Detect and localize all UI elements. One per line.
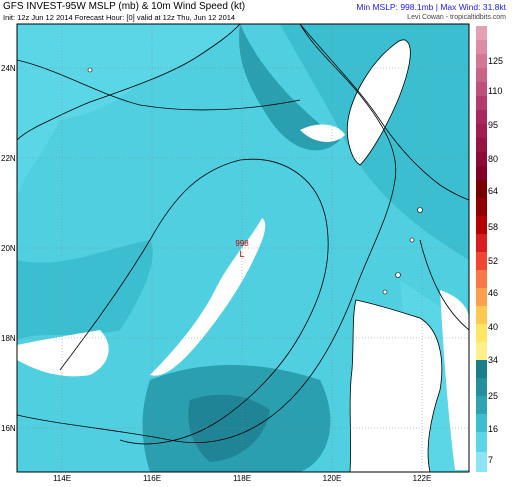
lat-label: 22N [1,154,16,163]
colorbar-label: 110 [488,86,503,96]
colorbar-segment [476,96,487,110]
wind-colorbar: 125 110 95 80 64 58 52 46 40 34 25 16 7 [476,26,512,472]
lat-label: 20N [1,244,16,253]
colorbar-segment [476,124,487,138]
colorbar-segment [476,180,487,198]
lon-label: 122E [412,474,432,483]
colorbar-segment [476,360,487,378]
colorbar-segment [476,270,487,288]
credit-line: Levi Cowan - tropicaltidbits.com [407,14,506,21]
isobar-line [59,158,329,445]
colorbar-segment [476,342,487,360]
lat-label: 18N [1,334,16,343]
calm-zone-east [440,290,469,470]
land-mainland [17,24,241,141]
isobar-line [299,24,469,201]
colorbar-label: 52 [488,256,499,266]
land-luzon [349,299,443,472]
colorbar-segment [476,234,487,252]
colorbar-segment [476,414,487,432]
colorbar-segment [476,152,487,166]
colorbar-segment [476,54,487,68]
colorbar-segment [476,378,487,396]
isobar-line [17,59,301,111]
isobar-line [17,24,397,443]
colorbar-segment [476,166,487,180]
colorbar-label: 40 [488,322,499,332]
colorbar-label: 25 [488,391,499,401]
colorbar-label: 80 [488,154,499,164]
lon-label: 120E [322,474,342,483]
colorbar-segment [476,452,487,472]
colorbar-segment [476,138,487,152]
lon-label: 118E [232,474,252,483]
wind-band-dark-west [17,240,153,340]
colorbar-segment [476,26,487,40]
colorbar-segment [476,216,487,234]
calm-zone-center [150,218,266,376]
calm-zone-strait [300,124,345,142]
colorbar-label: 16 [488,424,499,434]
island [395,272,401,278]
wind-band-south-dark [188,394,270,462]
colorbar-segment [476,432,487,452]
colorbar-segment [476,198,487,216]
colorbar-segment [476,324,487,342]
colorbar-label: 46 [488,288,499,298]
min-max-stats: Min MSLP: 998.1mb | Max Wind: 31.8kt [356,2,506,12]
colorbar-segment [476,40,487,54]
graticule [17,24,469,472]
colorbar-segment [476,396,487,414]
calm-zone-west [17,330,109,377]
center-pressure-label: 998 [235,239,249,248]
colorbar-label: 95 [488,120,499,130]
island [87,67,93,73]
colorbar-segment [476,110,487,124]
colorbar-label: 58 [488,222,499,232]
island [409,237,415,243]
colorbar-label: 125 [488,56,504,66]
colorbar-segment [476,288,487,306]
lon-label: 114E [52,474,72,483]
colorbar-segment [476,306,487,324]
low-center-symbol: L [239,249,244,259]
colorbar-label: 64 [488,186,499,196]
lon-label: 116E [142,474,162,483]
colorbar-segment [476,68,487,82]
lat-label: 24N [1,64,16,73]
map-frame [16,23,470,473]
lat-label: 16N [1,424,16,433]
colorbar-label: 34 [488,355,499,365]
island [382,289,388,295]
init-line: Init: 12z Jun 12 2014 Forecast Hour: [0]… [3,13,236,22]
island [417,207,423,213]
colorbar-label: 7 [488,455,494,465]
isobar-line [419,239,469,331]
chart-title: GFS INVEST-95W MSLP (mb) & 10m Wind Spee… [3,1,246,12]
colorbar-segment [476,82,487,96]
colorbar-segment [476,252,487,270]
land-taiwan [346,39,411,166]
